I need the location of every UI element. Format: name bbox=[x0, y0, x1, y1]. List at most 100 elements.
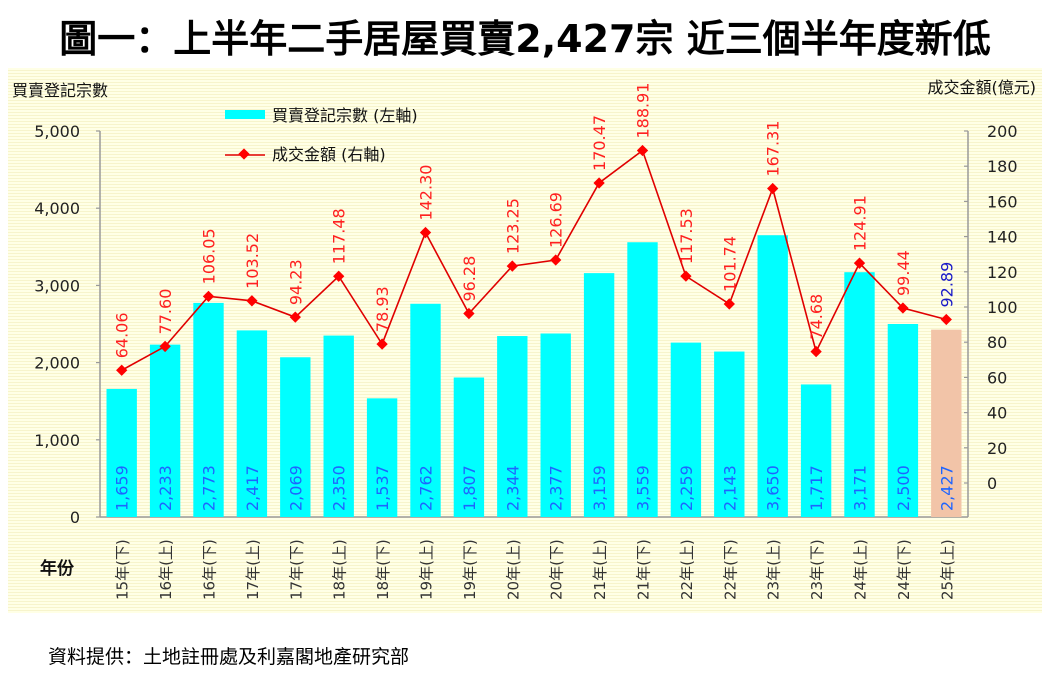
x-tick-label: 22年(下) bbox=[721, 539, 739, 600]
line-marker bbox=[289, 311, 301, 323]
y-tick-label: 3,000 bbox=[34, 276, 80, 295]
y2-tick-label: 140 bbox=[987, 228, 1018, 247]
y2-tick-label: 80 bbox=[987, 333, 1007, 352]
line-value-label: 94.23 bbox=[286, 259, 305, 305]
line-marker bbox=[116, 364, 128, 376]
bar-value-label: 2,350 bbox=[330, 465, 349, 511]
y-tick-label: 1,000 bbox=[34, 431, 80, 450]
amount-line bbox=[121, 149, 947, 371]
bar-value-label: 3,650 bbox=[764, 465, 783, 511]
x-tick-label: 20年(下) bbox=[548, 539, 566, 600]
bar-value-label: 3,159 bbox=[590, 465, 609, 511]
bar bbox=[931, 329, 962, 517]
line-value-label: 117.53 bbox=[677, 208, 696, 264]
bar-value-label: 2,762 bbox=[417, 465, 436, 511]
bar bbox=[540, 333, 571, 517]
line-value-label: 170.47 bbox=[590, 115, 609, 171]
legend: 買賣登記宗數 (左軸) 成交金額 (右軸) bbox=[225, 106, 418, 164]
line-value-label: 92.89 bbox=[937, 262, 956, 308]
bar bbox=[149, 344, 181, 517]
bar-value-label: 2,417 bbox=[243, 465, 262, 511]
legend-bar-label: 買賣登記宗數 (左軸) bbox=[272, 106, 418, 125]
x-tick-label: 16年(下) bbox=[201, 539, 219, 600]
line-value-label: 117.48 bbox=[330, 208, 349, 264]
bar-value-label: 2,773 bbox=[200, 465, 219, 511]
y2-tick-label: 160 bbox=[987, 192, 1018, 211]
bar bbox=[627, 242, 658, 518]
y2-axis-title: 成交金額(億元) bbox=[928, 78, 1037, 97]
x-tick-label: 18年(上) bbox=[331, 539, 349, 600]
x-tick-label: 25年(上) bbox=[938, 539, 956, 600]
x-tick-label: 19年(上) bbox=[418, 539, 436, 600]
line-marker bbox=[940, 313, 952, 326]
bar bbox=[497, 336, 528, 517]
line-marker bbox=[159, 340, 171, 353]
x-tick-label: 21年(上) bbox=[591, 539, 609, 600]
line-marker bbox=[636, 144, 649, 157]
bar-value-label: 2,233 bbox=[156, 465, 175, 511]
y2-tick-label: 60 bbox=[987, 368, 1007, 387]
bar bbox=[193, 302, 224, 517]
bar-value-label: 2,427 bbox=[937, 465, 956, 511]
legend-line-label: 成交金額 (右軸) bbox=[272, 145, 386, 164]
bar-value-label: 1,807 bbox=[460, 465, 479, 511]
line-marker bbox=[463, 307, 475, 320]
bar-value-label: 1,717 bbox=[807, 465, 826, 511]
y2-tick-label: 40 bbox=[987, 404, 1007, 423]
x-axis-title: 年份 bbox=[40, 558, 75, 579]
x-tick-label: 18年(下) bbox=[374, 539, 392, 600]
y2-tick-label: 200 bbox=[987, 122, 1018, 141]
line-marker bbox=[810, 345, 822, 358]
y2-tick-label: 180 bbox=[987, 157, 1018, 176]
line-value-label: 77.60 bbox=[156, 289, 175, 335]
y-tick-label: 0 bbox=[70, 508, 80, 527]
bar-value-label: 2,259 bbox=[677, 465, 696, 511]
line-marker bbox=[246, 295, 258, 307]
y-tick-label: 5,000 bbox=[34, 122, 80, 141]
bar-value-label: 1,659 bbox=[113, 465, 132, 511]
bar-value-label: 2,377 bbox=[547, 465, 566, 511]
bar-value-label: 2,344 bbox=[503, 465, 522, 511]
bar bbox=[757, 235, 788, 517]
line-marker bbox=[550, 254, 562, 266]
x-tick-label: 15年(下) bbox=[114, 539, 132, 600]
bar bbox=[323, 335, 354, 517]
bar bbox=[410, 303, 441, 517]
line-value-label: 74.68 bbox=[807, 294, 826, 340]
line-value-label: 188.91 bbox=[634, 83, 653, 139]
source-note: 資料提供：土地註冊處及利嘉閣地產研究部 bbox=[48, 646, 410, 668]
legend-line-marker bbox=[238, 148, 250, 160]
line-value-label: 101.74 bbox=[720, 236, 739, 292]
x-tick-label: 17年(上) bbox=[244, 539, 262, 600]
chart-title: 圖一：上半年二手居屋買賣2,427宗 近三個半年度新低 bbox=[59, 17, 991, 61]
x-tick-label: 21年(下) bbox=[635, 539, 653, 600]
line-value-label: 96.28 bbox=[460, 256, 479, 302]
x-tick-label: 17年(下) bbox=[287, 539, 305, 600]
y2-tick-label: 0 bbox=[987, 474, 997, 493]
line-value-label: 64.06 bbox=[113, 312, 132, 358]
x-tick-label: 24年(上) bbox=[852, 539, 870, 600]
line-value-label: 99.44 bbox=[894, 250, 913, 296]
bar bbox=[800, 384, 832, 517]
line-marker bbox=[853, 257, 866, 269]
bar bbox=[714, 351, 745, 517]
bar-value-label: 1,537 bbox=[373, 465, 392, 511]
line-value-label: 123.25 bbox=[503, 198, 522, 254]
line-marker bbox=[333, 270, 345, 282]
line-value-label: 106.05 bbox=[200, 228, 219, 284]
line-marker bbox=[767, 182, 779, 195]
bar bbox=[280, 357, 311, 517]
y2-tick-label: 20 bbox=[987, 439, 1007, 458]
y-tick-label: 4,000 bbox=[34, 199, 80, 218]
line-marker bbox=[202, 290, 215, 303]
line-value-label: 142.30 bbox=[417, 165, 436, 221]
bar-value-label: 2,143 bbox=[720, 465, 739, 511]
x-tick-label: 22年(上) bbox=[678, 539, 696, 600]
bar-value-label: 3,171 bbox=[851, 465, 870, 511]
line-marker bbox=[506, 260, 518, 272]
bar-value-label: 2,500 bbox=[894, 465, 913, 511]
bar bbox=[453, 377, 485, 517]
line-marker bbox=[419, 226, 432, 239]
bar bbox=[106, 388, 137, 517]
